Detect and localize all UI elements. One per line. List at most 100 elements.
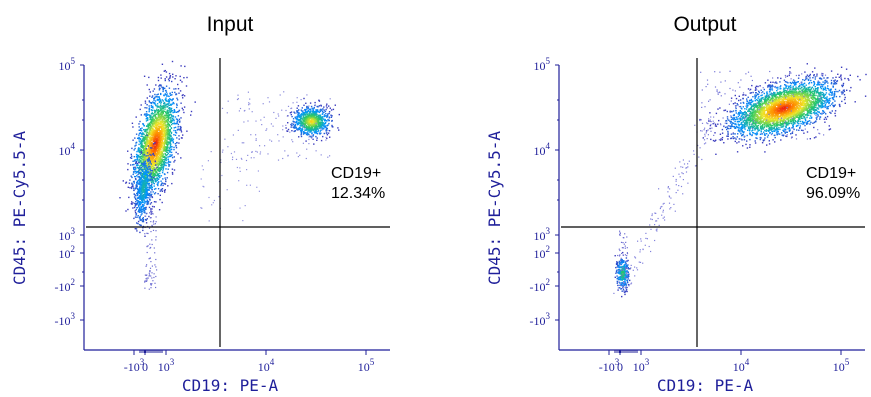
event-dot <box>133 217 135 220</box>
event-dot <box>142 188 144 190</box>
event-dot <box>172 111 174 114</box>
event-dot <box>319 124 321 126</box>
event-dot <box>812 98 814 100</box>
event-dot <box>221 151 224 153</box>
event-dot <box>151 272 153 274</box>
event-dot <box>247 120 249 122</box>
event-dot <box>145 182 147 184</box>
event-dot <box>308 117 311 119</box>
event-dot <box>162 111 164 113</box>
event-dot <box>144 211 146 213</box>
event-dot <box>316 139 318 141</box>
event-dot <box>135 194 137 197</box>
event-dot <box>311 125 314 128</box>
event-dot <box>315 128 317 131</box>
event-dot <box>170 113 172 116</box>
event-dot <box>808 99 810 101</box>
event-dot <box>152 153 154 155</box>
event-dot <box>152 173 155 175</box>
event-dot <box>300 109 302 111</box>
event-dot <box>152 180 154 182</box>
event-dot <box>150 139 152 141</box>
event-dot <box>250 157 252 159</box>
event-dot <box>149 137 151 140</box>
event-dot <box>154 100 157 102</box>
event-dot <box>298 127 300 130</box>
event-dot <box>143 151 145 154</box>
event-dot <box>160 157 162 159</box>
event-dot <box>150 283 152 285</box>
event-dot <box>147 158 150 160</box>
event-dot <box>304 116 306 119</box>
event-dot <box>316 122 318 124</box>
plot-panel-output: Output 105 104 103 102 -102 -103 -103 0 103 104 1… <box>475 0 871 397</box>
event-dot <box>163 145 165 148</box>
event-dot <box>243 121 245 123</box>
event-dot <box>147 277 149 279</box>
event-dot <box>151 170 153 172</box>
event-dot <box>153 147 156 149</box>
event-dot <box>144 194 146 196</box>
event-dot <box>291 139 293 141</box>
event-dot <box>143 190 146 193</box>
event-dot <box>174 159 176 162</box>
event-dot <box>161 86 163 89</box>
event-dot <box>165 91 168 93</box>
event-dot <box>162 87 164 90</box>
event-dot <box>136 197 139 199</box>
event-dot <box>312 118 314 120</box>
event-dot <box>296 124 299 126</box>
event-dot <box>148 146 150 149</box>
event-dot <box>145 162 147 165</box>
event-dot <box>164 150 166 152</box>
event-dot <box>251 151 253 153</box>
event-dot <box>158 113 160 115</box>
event-dot <box>220 161 222 163</box>
event-dot <box>162 178 164 180</box>
event-dot <box>221 107 224 109</box>
event-dot <box>165 103 168 105</box>
y-tick-label: 102 <box>59 244 76 261</box>
event-dot <box>337 127 339 129</box>
event-dot <box>153 185 155 187</box>
event-dot <box>146 277 148 279</box>
event-dot <box>157 165 160 167</box>
event-dot <box>143 154 145 156</box>
event-dot <box>161 124 163 126</box>
event-dot <box>749 146 751 148</box>
event-dot <box>327 156 329 158</box>
event-dot <box>162 127 165 129</box>
event-dot <box>146 171 148 173</box>
event-dot <box>149 129 152 131</box>
event-dot <box>153 122 155 124</box>
event-dot <box>151 131 154 133</box>
event-dot <box>164 79 166 82</box>
event-dot <box>167 126 169 128</box>
event-dot <box>174 91 176 94</box>
event-dot <box>194 101 196 103</box>
event-dot <box>155 167 157 170</box>
event-dot <box>165 113 168 115</box>
event-dot <box>176 137 178 139</box>
event-dot <box>302 121 304 123</box>
event-dot <box>835 95 838 98</box>
event-dot <box>154 122 156 124</box>
event-dot <box>128 182 131 184</box>
event-dot <box>144 168 146 170</box>
event-dot <box>138 149 140 152</box>
event-dot <box>139 207 141 209</box>
event-dot <box>308 124 310 126</box>
event-dot <box>292 118 295 120</box>
event-dot <box>150 102 153 105</box>
event-dot <box>153 141 156 143</box>
event-dot <box>150 102 153 104</box>
event-dot <box>149 164 151 166</box>
event-dot <box>160 101 163 103</box>
event-dot <box>314 101 316 104</box>
event-dot <box>306 148 308 150</box>
event-dot <box>162 141 165 144</box>
event-dot <box>172 140 174 142</box>
event-dot <box>146 168 148 170</box>
event-dot <box>153 145 155 147</box>
event-dot <box>309 124 311 127</box>
